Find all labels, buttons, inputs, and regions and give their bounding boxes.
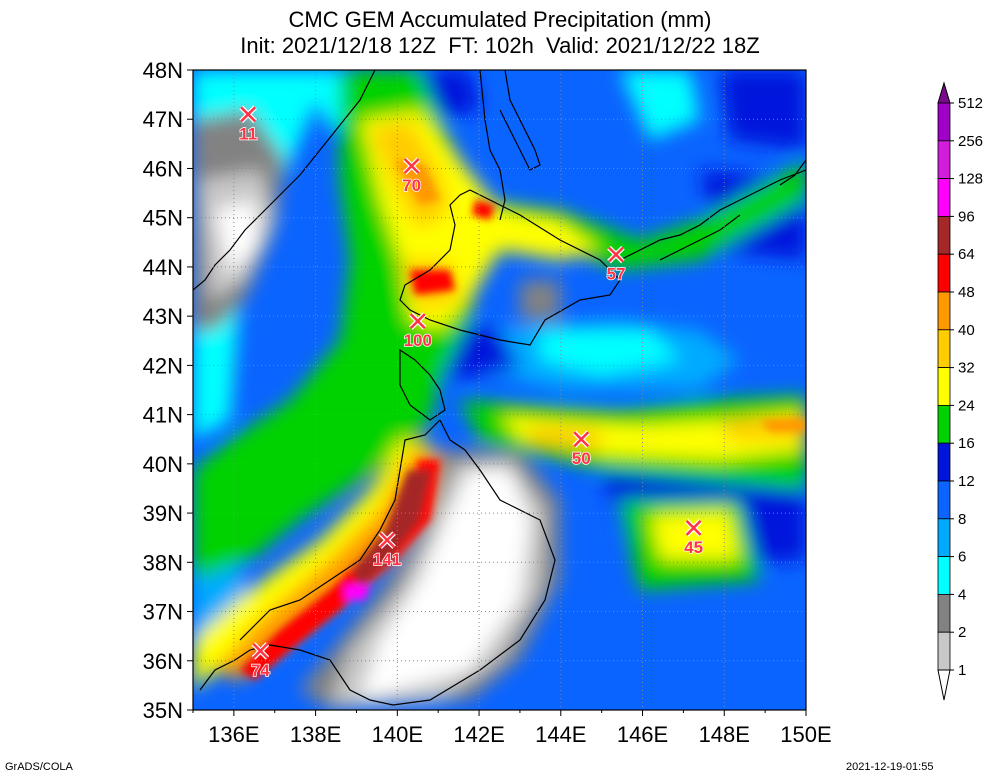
lat-label: 45N <box>143 206 183 231</box>
latitude-labels: 48N 47N 46N 45N 44N 43N 42N 41N 40N 39N 38N 37N 36N 3… <box>143 58 183 723</box>
chart-subtitle: Init: 2021/12/18 12Z FT: 102h Valid: 202… <box>240 33 760 58</box>
colorbar-cap-bottom <box>937 669 951 701</box>
colorbar-swatch <box>937 594 951 633</box>
colorbar-swatch <box>937 140 951 180</box>
footer-timestamp: 2021-12-19-01:55 <box>846 761 934 773</box>
colorbar-swatch <box>937 367 951 406</box>
lon-label: 138E <box>290 722 341 747</box>
lon-label: 140E <box>372 722 423 747</box>
lat-label: 43N <box>143 304 183 329</box>
max-marker-value: 100 <box>404 331 432 350</box>
longitude-labels: 136E 138E 140E 142E 144E 146E 148E 150E <box>208 722 832 747</box>
chart-title: CMC GEM Accumulated Precipitation (mm) <box>288 7 712 32</box>
colorbar-swatch <box>937 178 951 217</box>
colorbar-level-label: 32 <box>958 360 975 377</box>
colorbar-cap-top <box>937 81 951 104</box>
max-marker-value: 57 <box>607 265 626 284</box>
max-marker-value: 45 <box>684 538 703 557</box>
lon-label: 146E <box>617 722 668 747</box>
colorbar-level-label: 128 <box>958 171 983 188</box>
lat-label: 38N <box>143 550 183 575</box>
colorbar-swatch <box>937 404 951 444</box>
lat-label: 39N <box>143 501 183 526</box>
colorbar-swatch <box>937 631 951 671</box>
lon-label: 148E <box>699 722 750 747</box>
colorbar-swatch <box>937 329 951 368</box>
colorbar-level-label: 6 <box>958 549 966 566</box>
max-marker: 45 <box>683 519 704 558</box>
colorbar-swatch <box>937 556 951 595</box>
max-marker-value: 11 <box>239 124 257 143</box>
colorbar-swatch <box>937 253 951 293</box>
lat-label: 42N <box>143 353 183 378</box>
max-marker-value: 70 <box>402 176 421 195</box>
colorbar-level-label: 4 <box>958 586 966 603</box>
plot-frame <box>192 69 807 711</box>
axis-ticks <box>187 69 807 716</box>
colorbar-level-label: 24 <box>958 397 975 414</box>
max-markers: 11 70 57 100 50 45 141 74 <box>238 105 704 681</box>
lat-label: 41N <box>143 403 183 428</box>
max-marker-value: 50 <box>572 449 591 468</box>
lat-label: 40N <box>143 452 183 477</box>
colorbar-level-label: 1 <box>958 662 966 679</box>
max-marker: 50 <box>571 430 591 469</box>
max-marker-value: 141 <box>373 550 401 569</box>
lat-label: 44N <box>143 255 183 280</box>
lat-label: 36N <box>143 649 183 674</box>
colorbar-swatch <box>937 480 951 520</box>
colorbar-level-label: 8 <box>958 511 966 528</box>
colorbar-swatch <box>937 291 951 331</box>
max-marker-value: 74 <box>251 661 270 680</box>
colorbar-swatch <box>937 215 951 255</box>
lat-label: 37N <box>143 600 183 625</box>
colorbar-level-label: 512 <box>958 95 983 112</box>
lon-label: 150E <box>780 722 831 747</box>
precip-field <box>193 70 806 710</box>
lon-label: 136E <box>208 722 259 747</box>
colorbar-level-label: 2 <box>958 624 966 641</box>
graticule <box>193 70 806 710</box>
colorbar-level-label: 256 <box>958 133 983 150</box>
colorbar-swatch <box>937 518 951 557</box>
colorbar-level-label: 64 <box>958 246 975 263</box>
lat-label: 48N <box>143 58 183 83</box>
lon-label: 144E <box>535 722 586 747</box>
lat-label: 46N <box>143 156 183 181</box>
colorbar-level-label: 96 <box>958 208 975 225</box>
max-marker: 74 <box>250 642 271 681</box>
max-marker: 141 <box>372 531 402 570</box>
colorbar-swatch <box>937 102 951 142</box>
max-marker: 100 <box>403 312 433 351</box>
colorbar-level-label: 40 <box>958 322 975 339</box>
max-marker: 70 <box>401 157 422 196</box>
lat-label: 35N <box>143 698 183 723</box>
lat-label: 47N <box>143 107 183 132</box>
colorbar-swatch <box>937 442 951 482</box>
lon-label: 142E <box>453 722 504 747</box>
colorbar-level-label: 12 <box>958 473 975 490</box>
max-marker: 57 <box>606 245 626 284</box>
max-marker: 11 <box>238 105 258 144</box>
colorbar-level-label: 48 <box>958 284 975 301</box>
footer-credit: GrADS/COLA <box>5 761 73 773</box>
colorbar-level-label: 16 <box>958 435 975 452</box>
